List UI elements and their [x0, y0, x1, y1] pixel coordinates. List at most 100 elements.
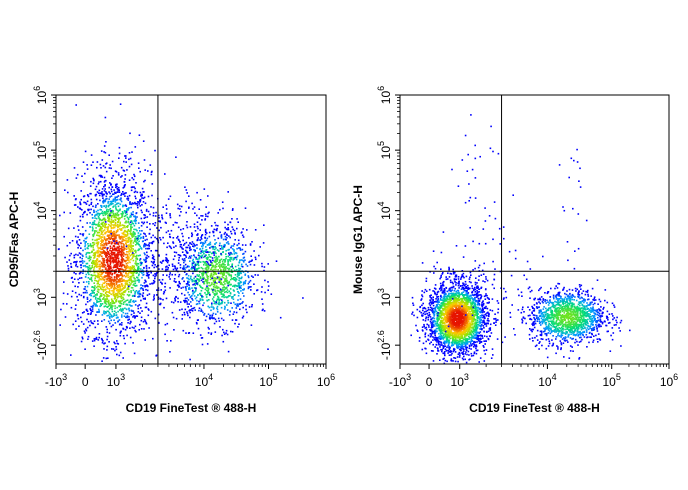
- event-dot: [227, 264, 229, 266]
- event-dot: [170, 247, 173, 250]
- event-dot: [103, 217, 105, 220]
- event-dot: [480, 286, 483, 289]
- event-dot: [126, 281, 129, 283]
- event-dot: [104, 166, 107, 169]
- event-dot: [220, 269, 222, 272]
- event-dot: [184, 300, 186, 302]
- event-dot: [185, 332, 187, 334]
- event-dot: [106, 258, 109, 261]
- event-dot: [59, 214, 61, 217]
- event-dot: [207, 212, 209, 215]
- event-dot: [131, 226, 133, 229]
- event-dot: [225, 255, 227, 258]
- event-dot: [196, 191, 198, 194]
- event-dot: [133, 235, 135, 237]
- event-dot: [139, 258, 142, 260]
- event-dot: [128, 246, 130, 249]
- event-dot: [119, 203, 122, 206]
- event-dot: [243, 261, 245, 263]
- event-dot: [84, 265, 86, 267]
- event-dot: [118, 271, 120, 273]
- event-dot: [227, 242, 230, 245]
- event-dot: [244, 279, 247, 282]
- event-dot: [127, 266, 130, 269]
- event-dot: [108, 209, 110, 211]
- event-dot: [102, 278, 104, 281]
- event-dot: [101, 247, 104, 249]
- event-dot: [153, 261, 155, 263]
- event-dot: [130, 215, 132, 218]
- event-dot: [185, 246, 187, 249]
- event-dot: [219, 272, 222, 275]
- event-dot: [122, 193, 125, 196]
- event-dot: [128, 194, 131, 197]
- event-dot: [76, 173, 79, 176]
- event-dot: [204, 219, 206, 221]
- event-dot: [115, 203, 118, 205]
- event-dot: [215, 252, 217, 255]
- panel-right: -103 0 103 104 105 106-102.6103104105106CD19 …: [351, 86, 678, 415]
- event-dot: [118, 285, 121, 288]
- event-dot: [107, 314, 110, 317]
- event-dot: [162, 274, 164, 276]
- event-dot: [101, 320, 103, 322]
- event-dot: [77, 299, 79, 301]
- event-dot: [438, 315, 440, 318]
- event-dot: [113, 310, 116, 313]
- event-dot: [89, 293, 92, 295]
- event-dot: [82, 249, 84, 252]
- event-dot: [97, 297, 99, 300]
- event-dot: [110, 319, 112, 322]
- event-dot: [422, 312, 425, 315]
- event-dot: [86, 310, 89, 312]
- event-dot: [139, 199, 141, 202]
- event-dot: [108, 300, 110, 303]
- event-dot: [218, 279, 221, 282]
- event-dot: [208, 291, 210, 294]
- event-dot: [202, 267, 204, 270]
- event-dot: [470, 306, 472, 308]
- event-dot: [74, 261, 76, 263]
- event-dot: [458, 296, 460, 299]
- event-dot: [126, 303, 128, 306]
- event-dot: [194, 297, 197, 300]
- event-dot: [210, 268, 212, 271]
- event-dot: [105, 284, 108, 287]
- event-dot: [178, 282, 181, 285]
- event-dot: [207, 271, 209, 274]
- event-dot: [210, 272, 213, 275]
- event-dot: [116, 243, 118, 245]
- event-dot: [115, 258, 117, 260]
- event-dot: [211, 275, 214, 278]
- event-dot: [218, 303, 221, 306]
- event-dot: [191, 263, 194, 266]
- event-dot: [86, 194, 89, 196]
- event-dot: [451, 286, 454, 289]
- event-dot: [94, 277, 96, 279]
- event-dot: [109, 303, 111, 306]
- event-dot: [73, 167, 76, 169]
- event-dot: [440, 285, 442, 287]
- event-dot: [262, 308, 264, 311]
- event-dot: [126, 254, 129, 256]
- event-dot: [253, 293, 255, 295]
- event-dot: [119, 209, 121, 212]
- event-dot: [113, 189, 115, 191]
- event-dot: [125, 205, 128, 207]
- event-dot: [440, 334, 443, 337]
- event-dot: [98, 265, 101, 267]
- event-dot: [446, 301, 449, 303]
- event-dot: [136, 237, 139, 240]
- event-dot: [235, 278, 237, 280]
- event-dot: [131, 266, 133, 269]
- event-dot: [165, 253, 168, 256]
- event-dot: [136, 204, 139, 207]
- event-dot: [119, 268, 121, 270]
- event-dot: [110, 304, 113, 306]
- event-dot: [461, 274, 463, 276]
- event-dot: [121, 282, 123, 285]
- event-dot: [100, 237, 102, 239]
- event-dot: [119, 278, 121, 281]
- event-dot: [131, 310, 133, 312]
- event-dot: [94, 279, 96, 282]
